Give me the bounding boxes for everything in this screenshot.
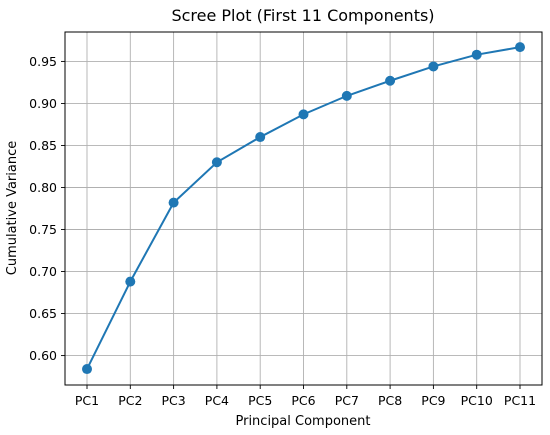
y-tick-label: 0.95	[29, 54, 57, 69]
y-tick-label: 0.65	[29, 306, 57, 321]
data-point	[298, 109, 309, 120]
data-point	[255, 132, 266, 143]
data-point	[341, 90, 352, 101]
y-tick-label: 0.60	[29, 348, 57, 363]
data-point	[211, 157, 222, 168]
x-tick-label: PC9	[421, 393, 445, 408]
x-tick-label: PC4	[205, 393, 229, 408]
chart-title: Scree Plot (First 11 Components)	[171, 6, 434, 25]
x-tick-label: PC1	[75, 393, 99, 408]
y-axis-label: Cumulative Variance	[5, 141, 20, 276]
series-layer	[82, 42, 525, 375]
x-axis-label: Principal Component	[235, 414, 370, 429]
data-point	[125, 276, 136, 287]
ticks: PC1 PC2 PC3 PC4 PC5 PC6 PC7 PC8 PC9 PC10 PC11 0.60 0…	[29, 54, 536, 408]
y-tick-label: 0.75	[29, 222, 57, 237]
x-tick-label: PC11	[504, 393, 536, 408]
y-tick-label: 0.85	[29, 138, 57, 153]
data-point	[471, 49, 482, 60]
y-tick-label: 0.80	[29, 180, 57, 195]
grid	[65, 32, 542, 385]
data-point	[515, 42, 525, 53]
y-tick-label: 0.90	[29, 96, 57, 111]
x-tick-label: PC7	[335, 393, 359, 408]
data-point	[385, 75, 396, 86]
data-point	[82, 364, 92, 375]
x-tick-label: PC10	[461, 393, 493, 408]
data-point	[168, 197, 179, 208]
x-tick-label: PC3	[161, 393, 185, 408]
y-tick-label: 0.70	[29, 264, 57, 279]
x-tick-label: PC8	[378, 393, 402, 408]
x-tick-label: PC2	[118, 393, 142, 408]
x-tick-label: PC5	[248, 393, 272, 408]
data-point	[428, 61, 439, 72]
x-tick-label: PC6	[291, 393, 315, 408]
